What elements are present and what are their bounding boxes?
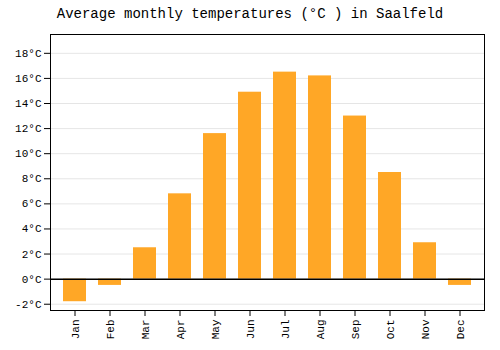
svg-text:May: May	[210, 319, 222, 339]
svg-text:12°C: 12°C	[15, 123, 42, 135]
svg-text:2°C: 2°C	[22, 249, 42, 261]
svg-text:Mar: Mar	[140, 320, 152, 340]
svg-text:Jan: Jan	[70, 320, 82, 340]
svg-text:18°C: 18°C	[15, 48, 42, 60]
svg-text:Dec: Dec	[455, 320, 467, 340]
svg-text:0°C: 0°C	[22, 274, 42, 286]
svg-text:Apr: Apr	[175, 320, 187, 340]
svg-text:Aug: Aug	[315, 320, 327, 340]
svg-text:Oct: Oct	[385, 320, 397, 340]
svg-text:Sep: Sep	[350, 320, 362, 340]
svg-text:Feb: Feb	[105, 320, 117, 340]
html-text:Average monthly temperatures (: Average monthly temperatures (°C ) in Sa…	[56, 6, 444, 22]
svg-text:Jul: Jul	[280, 320, 292, 340]
svg-text:6°C: 6°C	[22, 198, 42, 210]
svg-text:Jun: Jun	[245, 320, 257, 340]
svg-text:8°C: 8°C	[22, 173, 42, 185]
svg-text:10°C: 10°C	[15, 148, 42, 160]
svg-text:Nov: Nov	[420, 319, 432, 339]
svg-text:14°C: 14°C	[15, 98, 42, 110]
svg-text:16°C: 16°C	[15, 73, 42, 85]
svg-text:-2°C: -2°C	[15, 299, 42, 311]
svg-text:4°C: 4°C	[22, 223, 42, 235]
